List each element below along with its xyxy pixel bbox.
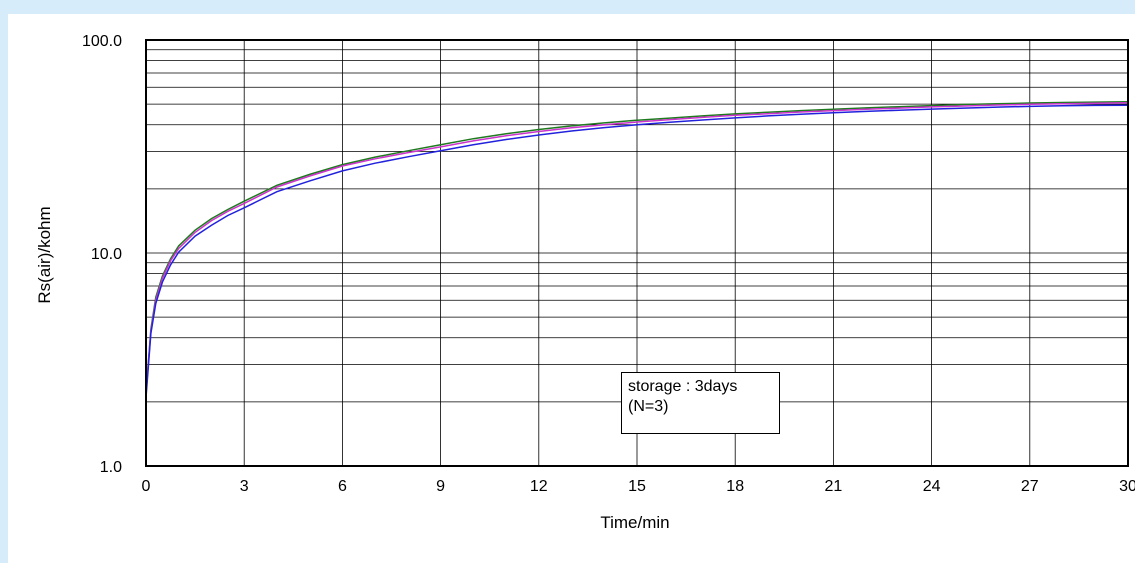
annotation-box: storage : 3days (N=3) bbox=[621, 372, 780, 434]
y-axis-label: Rs(air)/kohm bbox=[35, 206, 54, 303]
y-tick-label: 100.0 bbox=[82, 33, 122, 50]
plot-frame bbox=[145, 39, 1129, 467]
x-axis-label: Time/min bbox=[600, 513, 669, 532]
x-tick-label: 18 bbox=[726, 478, 744, 495]
x-tick-label: 15 bbox=[628, 478, 646, 495]
x-tick-label: 21 bbox=[825, 478, 843, 495]
x-tick-label: 3 bbox=[240, 478, 249, 495]
x-tick-label: 12 bbox=[530, 478, 548, 495]
series-line bbox=[145, 104, 1129, 398]
y-tick-labels: 1.0 10.0 100.0 bbox=[82, 33, 122, 476]
x-tick-label: 24 bbox=[923, 478, 941, 495]
x-tick-labels: 0 3 6 9 12 15 18 21 24 27 30 bbox=[142, 478, 1135, 495]
y-tick-label: 1.0 bbox=[100, 459, 122, 476]
chart-panel: 0 3 6 9 12 15 18 21 24 27 30 1.0 10.0 100.0 Time/min… bbox=[8, 14, 1135, 563]
x-tick-label: 30 bbox=[1119, 478, 1135, 495]
annotation-line: storage : 3days bbox=[628, 378, 738, 395]
x-tick-label: 0 bbox=[142, 478, 151, 495]
series-line bbox=[145, 100, 1129, 394]
y-tick-label: 10.0 bbox=[91, 246, 122, 263]
x-tick-label: 9 bbox=[436, 478, 445, 495]
series-layer bbox=[145, 100, 1129, 398]
chart: 0 3 6 9 12 15 18 21 24 27 30 1.0 10.0 100.0 Time/min… bbox=[35, 33, 1135, 532]
series-line bbox=[145, 102, 1129, 394]
x-tick-label: 27 bbox=[1021, 478, 1039, 495]
annotation-line: (N=3) bbox=[628, 398, 669, 415]
x-tick-label: 6 bbox=[338, 478, 347, 495]
